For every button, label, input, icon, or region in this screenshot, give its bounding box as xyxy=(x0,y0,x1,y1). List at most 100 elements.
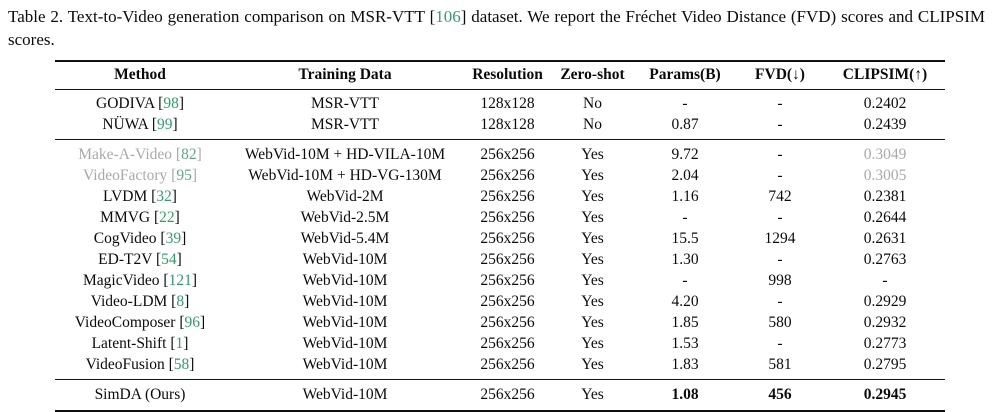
citation-number[interactable]: 54 xyxy=(161,251,177,269)
method-cell: MMVG [22] xyxy=(55,207,225,228)
citation-number[interactable]: 82 xyxy=(181,146,197,164)
params-cell: 1.85 xyxy=(671,314,699,332)
params-cell: 1.08 xyxy=(635,379,735,412)
table-row: LVDM [32] WebVid-2M 256x256 Yes 1.16 742 0.238… xyxy=(55,186,945,207)
params-cell: 1.53 xyxy=(671,335,699,353)
zero-shot-cell: Yes xyxy=(581,356,604,374)
citation-number[interactable]: 32 xyxy=(156,188,172,206)
method-cell: VideoFusion [58] xyxy=(55,354,225,380)
clipsim-cell: 0.2929 xyxy=(863,293,907,311)
training-data-cell: MSR-VTT xyxy=(310,116,380,134)
resolution-cell: 256x256 xyxy=(480,293,535,311)
clipsim-cell: 0.2932 xyxy=(863,314,907,332)
clipsim-cell: 0.2763 xyxy=(863,251,907,269)
zero-shot-cell: No xyxy=(583,95,602,113)
method-cell: CogVideo [39] xyxy=(55,228,225,249)
table-caption: Table 2. Text-to-Video generation compar… xyxy=(8,5,985,51)
training-data-cell: WebVid-10M + HD-VILA-10M xyxy=(225,139,465,166)
resolution-cell: 256x256 xyxy=(480,188,535,206)
citation-number[interactable]: 58 xyxy=(173,356,190,374)
table-row: Latent-Shift [1] WebVid-10M 256x256 Yes 1.53… xyxy=(55,333,945,354)
training-data-cell: WebVid-10M xyxy=(302,272,388,290)
method-cell: Video-LDM [8] xyxy=(55,291,225,312)
citation-number[interactable]: 22 xyxy=(159,209,175,227)
fvd-cell: 998 xyxy=(768,272,792,290)
citation-number[interactable]: 8 xyxy=(176,293,185,311)
citation-close-bracket: ] xyxy=(181,230,187,248)
fvd-cell: 456 xyxy=(735,379,825,412)
method-cell: GODIVA [98] xyxy=(55,90,225,115)
training-data-cell: WebVid-10M xyxy=(302,356,388,374)
column-header-resolution: Resolution xyxy=(465,61,550,91)
clipsim-cell: 0.2381 xyxy=(863,188,907,206)
table-row: ED-T2V [54] WebVid-10M 256x256 Yes 1.30 - 0.27… xyxy=(55,249,945,270)
citation-number[interactable]: 1 xyxy=(175,335,184,353)
fvd-cell: - xyxy=(777,335,783,353)
method-cell: Latent-Shift [1] xyxy=(55,333,225,354)
method-cell: Make-A-Video [82] xyxy=(55,139,225,166)
params-cell: 9.72 xyxy=(635,139,735,166)
zero-shot-cell: Yes xyxy=(581,209,604,227)
table-row: NÜWA [99] MSR-VTT 128x128 No 0.87 - 0.2439 xyxy=(55,114,945,140)
method-name: VideoFactory [ xyxy=(82,167,177,185)
table-body: GODIVA [98] MSR-VTT 128x128 No - -0.2402 NÜWA … xyxy=(55,90,945,412)
params-cell: 2.04 xyxy=(671,167,699,185)
training-data-cell: MSR-VTT xyxy=(310,95,380,113)
training-data-cell: WebVid-10M xyxy=(302,251,388,269)
table-row: Video-LDM [8] WebVid-10M 256x256 Yes 4.20 - 0.… xyxy=(55,291,945,312)
comparison-table: Method Training Data Resolution Zero-sho… xyxy=(55,60,945,412)
zero-shot-cell: Yes xyxy=(550,379,635,412)
method-name: ED-T2V [ xyxy=(98,251,162,269)
method-name: MMVG [ xyxy=(100,209,160,227)
citation-close-bracket: ] xyxy=(191,167,197,185)
fvd-cell: - xyxy=(777,251,783,269)
resolution-cell: 256x256 xyxy=(480,272,535,290)
fvd-cell: - xyxy=(777,167,783,185)
method-cell: LVDM [32] xyxy=(55,186,225,207)
table-row: CogVideo [39] WebVid-5.4M 256x256 Yes 15.5 12… xyxy=(55,228,945,249)
table-row: MMVG [22] WebVid-2.5M 256x256 Yes - - 0.2644 xyxy=(55,207,945,228)
caption-citation-link[interactable]: 106 xyxy=(435,7,461,26)
training-data-cell: WebVid-10M + HD-VG-130M xyxy=(248,167,442,185)
caption-text-after-cite: ] dataset. We report the Fréchet Video D… xyxy=(8,7,985,50)
fvd-cell: - xyxy=(777,116,783,134)
params-cell: 0.87 xyxy=(671,116,699,134)
citation-number[interactable]: 99 xyxy=(157,116,173,134)
zero-shot-cell: Yes xyxy=(581,272,604,290)
params-cell: 4.20 xyxy=(671,293,699,311)
zero-shot-cell: Yes xyxy=(581,188,604,206)
training-data-cell: WebVid-2.5M xyxy=(300,209,390,227)
fvd-cell: - xyxy=(777,209,783,227)
method-name: GODIVA [ xyxy=(96,95,164,113)
training-data-cell: WebVid-10M xyxy=(302,293,388,311)
fvd-cell: - xyxy=(777,95,783,113)
clipsim-cell: 0.2773 xyxy=(863,335,907,353)
table-header: Method Training Data Resolution Zero-sho… xyxy=(55,61,945,91)
params-cell: 1.30 xyxy=(671,251,699,269)
training-data-cell: WebVid-2M xyxy=(306,188,384,206)
method-name: LVDM [ xyxy=(103,188,157,206)
fvd-cell: 580 xyxy=(768,314,792,332)
clipsim-cell: 0.2402 xyxy=(863,95,907,113)
method-name: MagicVideo [ xyxy=(82,272,169,290)
params-cell: 1.16 xyxy=(671,188,699,206)
zero-shot-cell: Yes xyxy=(581,314,604,332)
params-cell: - xyxy=(682,209,688,227)
resolution-cell: 256x256 xyxy=(465,379,550,412)
method-name: VideoFusion [ xyxy=(85,356,174,374)
method-cell: NÜWA [99] xyxy=(55,114,225,140)
clipsim-cell: 0.2795 xyxy=(863,356,907,374)
clipsim-cell: 0.3049 xyxy=(825,139,945,166)
params-cell: - xyxy=(682,95,688,113)
citation-number[interactable]: 95 xyxy=(176,167,192,185)
fvd-cell: 742 xyxy=(768,188,792,206)
column-header-method: Method xyxy=(55,61,225,91)
method-name: CogVideo [ xyxy=(93,230,166,248)
column-header-training: Training Data xyxy=(225,61,465,91)
table-row: GODIVA [98] MSR-VTT 128x128 No - - 0.2402 xyxy=(55,90,945,115)
citation-number[interactable]: 39 xyxy=(165,230,182,248)
citation-number[interactable]: 96 xyxy=(184,314,201,332)
citation-number[interactable]: 98 xyxy=(163,95,179,113)
citation-close-bracket: ] xyxy=(189,356,195,374)
citation-number[interactable]: 121 xyxy=(168,272,192,290)
